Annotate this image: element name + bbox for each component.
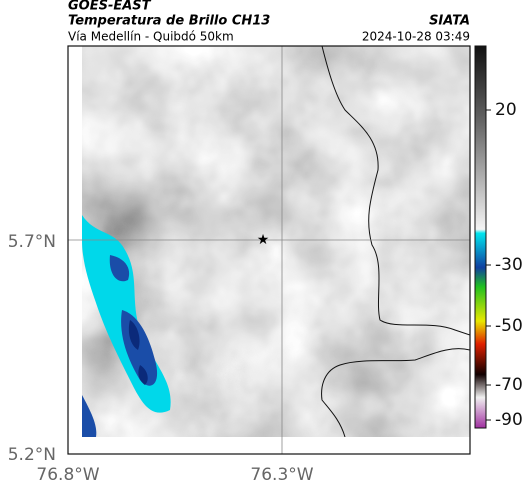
lon-label: 76.3°W xyxy=(250,465,313,485)
location-marker: ★ xyxy=(257,232,270,248)
colorbar-label: -90 xyxy=(495,410,523,430)
colorbar-ticks: 20 -30 -50 -70 -90 xyxy=(486,100,523,430)
cold-cloud xyxy=(82,395,97,437)
timestamp: 2024-10-28 03:49 xyxy=(362,30,470,44)
map-frame xyxy=(67,45,471,455)
satellite-image xyxy=(82,46,470,437)
colorbar xyxy=(474,45,487,429)
lat-label: 5.2°N xyxy=(8,445,56,465)
lon-label: 76.8°W xyxy=(36,465,99,485)
product: Temperatura de Brillo CH13 xyxy=(68,14,270,29)
colorbar-label: 20 xyxy=(495,100,517,120)
satellite: GOES-EAST xyxy=(68,0,152,14)
colorbar-label: -30 xyxy=(495,255,523,275)
deep-core xyxy=(128,320,148,385)
colorbar-label: -50 xyxy=(495,316,523,336)
border xyxy=(321,46,470,336)
border xyxy=(321,348,470,437)
colorbar-label: -70 xyxy=(495,375,523,395)
route: Vía Medellín - Quibdó 50km xyxy=(68,30,234,44)
deep-convection xyxy=(109,255,158,386)
source: SIATA xyxy=(429,14,470,29)
lat-label: 5.7°N xyxy=(8,232,56,252)
